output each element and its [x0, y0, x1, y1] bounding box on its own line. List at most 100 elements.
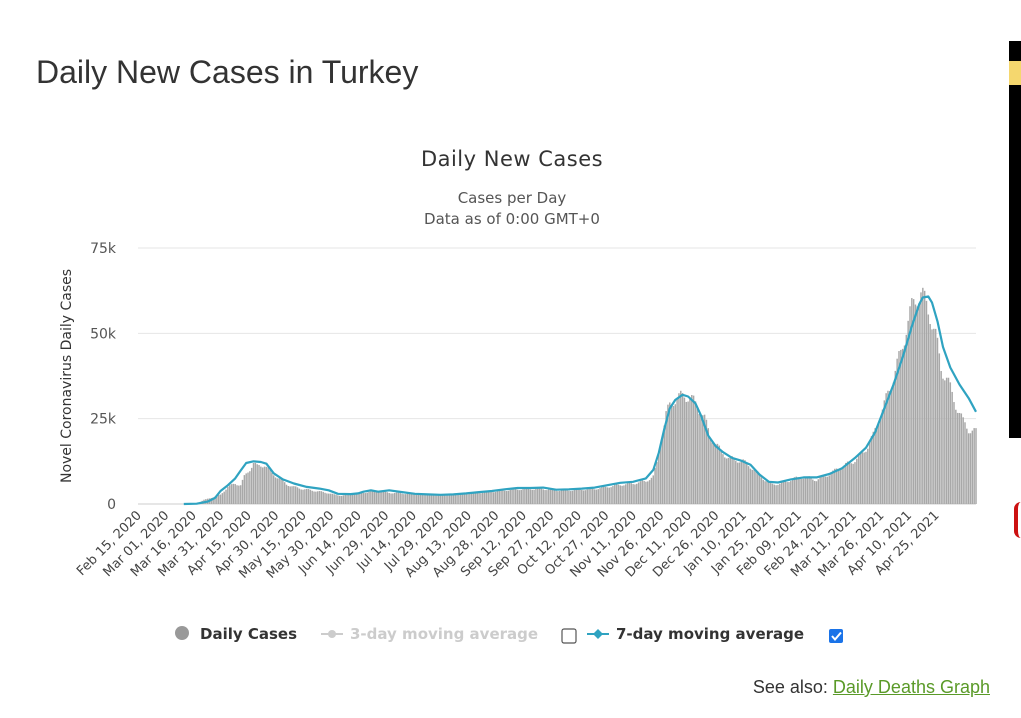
daily-cases-bar	[338, 495, 341, 504]
7-day-average-checkbox[interactable]	[829, 629, 843, 643]
daily-cases-bar	[606, 487, 609, 504]
daily-cases-bar	[214, 496, 216, 504]
daily-cases-bar	[834, 468, 836, 504]
daily-cases-bar	[775, 485, 777, 504]
daily-cases-bar	[773, 484, 776, 504]
daily-cases-bar	[714, 444, 717, 504]
daily-cases-bar	[933, 328, 935, 504]
daily-cases-bar	[735, 460, 737, 504]
daily-cases-bar	[223, 491, 225, 504]
daily-cases-bar	[327, 493, 330, 504]
daily-cases-bar	[960, 413, 963, 504]
daily-cases-bar	[293, 486, 295, 504]
daily-cases-bar	[553, 489, 555, 504]
daily-cases-bar	[780, 482, 783, 504]
daily-cases-bar	[340, 495, 343, 504]
daily-cases-bar	[703, 414, 706, 504]
daily-cases-bar	[751, 469, 754, 504]
daily-cases-bar	[478, 493, 480, 504]
daily-cases-bar	[267, 467, 269, 504]
daily-cases-bar	[287, 486, 290, 504]
daily-cases-bar	[599, 488, 601, 504]
daily-cases-bar	[320, 491, 323, 504]
daily-cases-bar	[808, 476, 810, 504]
daily-cases-bar	[261, 467, 264, 504]
daily-cases-bar	[615, 484, 618, 504]
daily-cases-bar	[342, 495, 345, 504]
daily-cases-bar	[823, 475, 825, 504]
daily-cases-bar	[571, 490, 574, 504]
daily-cases-bar	[247, 472, 249, 504]
daily-cases-bar	[430, 495, 433, 504]
legend-item-7-day-average[interactable]: 7-day moving average	[587, 625, 804, 643]
daily-cases-bar	[856, 458, 858, 504]
daily-cases-bar	[837, 469, 840, 504]
daily-cases-bar	[298, 488, 301, 504]
daily-cases-bar	[967, 433, 970, 504]
legend-item-daily-cases[interactable]: Daily Cases	[175, 625, 297, 643]
daily-cases-bar	[348, 494, 350, 504]
daily-cases-bar	[782, 481, 785, 504]
daily-cases-bar	[733, 458, 735, 504]
daily-cases-bar	[903, 345, 906, 504]
daily-cases-bar	[232, 483, 235, 504]
daily-cases-bar	[755, 470, 757, 504]
daily-cases-bar	[738, 462, 741, 504]
daily-cases-bar	[885, 393, 887, 504]
daily-cases-bar	[392, 493, 394, 504]
daily-cases-bar	[749, 468, 752, 504]
daily-cases-bar	[415, 494, 418, 504]
daily-cases-bar	[674, 404, 677, 504]
daily-cases-bar	[280, 478, 282, 504]
daily-cases-bar	[313, 491, 315, 504]
daily-cases-bar	[437, 494, 440, 504]
daily-cases-bar	[753, 469, 755, 504]
daily-cases-bar	[934, 328, 937, 504]
daily-cases-bar	[846, 461, 849, 504]
daily-cases-bar	[892, 382, 895, 504]
legend-item-3-day-average[interactable]: 3-day moving average	[321, 625, 538, 643]
y-tick-label: 0	[107, 497, 116, 513]
daily-cases-bar	[650, 477, 653, 504]
daily-cases-bar	[832, 470, 834, 504]
daily-cases-bar	[480, 493, 482, 504]
daily-cases-bar	[562, 489, 565, 504]
daily-cases-bar	[956, 412, 959, 504]
daily-cases-bar	[804, 477, 807, 504]
daily-cases-bar	[566, 489, 568, 504]
daily-cases-bar	[401, 493, 403, 504]
y-tick-label: 25k	[90, 412, 117, 428]
daily-cases-bar	[681, 393, 684, 504]
daily-cases-bar	[461, 493, 464, 504]
daily-deaths-graph-link[interactable]: Daily Deaths Graph	[832, 677, 990, 697]
daily-cases-bar	[694, 401, 697, 504]
daily-cases-bar	[228, 485, 231, 504]
3-day-average-checkbox[interactable]	[561, 628, 577, 644]
daily-cases-bar	[577, 489, 579, 504]
daily-cases-bar	[687, 401, 689, 504]
daily-cases-bar	[757, 471, 759, 504]
daily-cases-bar	[315, 491, 317, 504]
daily-cases-bar	[238, 485, 240, 504]
daily-cases-bar	[272, 475, 275, 504]
daily-cases-bar	[909, 306, 911, 504]
daily-cases-bar	[922, 287, 924, 504]
daily-cases-bar	[520, 489, 522, 504]
daily-cases-bar	[588, 488, 590, 504]
daily-cases-bar	[691, 395, 693, 504]
daily-cases-bar	[711, 442, 713, 504]
daily-cases-bar	[458, 494, 460, 504]
daily-cases-bar	[300, 489, 302, 504]
daily-cases-bar	[386, 492, 389, 504]
daily-cases-bar	[245, 473, 247, 504]
daily-cases-bar	[362, 493, 365, 504]
daily-cases-bar	[276, 478, 279, 504]
daily-cases-bar	[731, 456, 733, 504]
daily-cases-bar	[403, 494, 405, 504]
daily-cases-bar	[975, 428, 977, 504]
daily-cases-bar	[504, 490, 506, 504]
daily-cases-bar	[936, 337, 939, 504]
legend-label-daily-cases: Daily Cases	[200, 625, 297, 643]
daily-new-cases-chart: Daily New Cases Cases per Day Data as of…	[59, 147, 977, 644]
chart-subtitle-line-1: Cases per Day	[458, 189, 567, 207]
